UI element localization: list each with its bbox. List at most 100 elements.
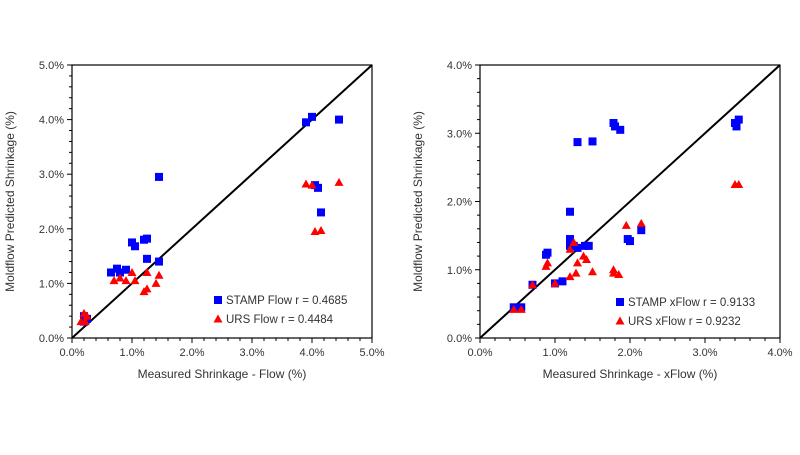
data-point [550,278,560,287]
data-point [566,235,574,244]
legend-label: URS xFlow r = 0.9232 [628,316,741,328]
data-point [302,118,310,127]
data-point [588,137,597,146]
data-point [121,276,131,285]
data-point [528,280,537,289]
data-point [155,172,163,181]
series-urs [509,179,744,313]
data-point [734,179,744,188]
data-point [584,241,593,250]
x-tick-label: 2.0% [179,347,204,359]
data-point [611,122,619,131]
data-point [314,183,322,192]
data-point [621,220,631,229]
data-point [571,268,581,277]
data-point [636,218,646,227]
data-point [637,226,646,235]
legend-marker [214,296,222,304]
y-tick-label: 0.0% [447,333,472,345]
x-tick-label: 0.0% [467,347,492,359]
y-tick-label: 3.0% [39,169,64,181]
data-point [334,177,344,186]
data-point [82,311,92,320]
data-point [565,244,575,253]
data-point [566,207,574,216]
data-point [116,268,124,277]
data-point [155,257,163,266]
series-stamp [509,115,743,312]
legend-marker [616,298,624,306]
legend-marker [615,316,625,325]
y-tick-label: 3.0% [447,128,472,140]
data-point [142,267,152,276]
data-point [626,237,634,246]
data-point [80,317,90,326]
data-point [543,258,552,267]
data-point [143,234,151,243]
chart-2: 0.0% 1.0% 2.0% 3.0% 4.0% 0.0% 1.0% 2.0% 3.0% 4.0%… [411,60,793,381]
data-point [616,125,625,134]
x-tick-label: 0.0% [59,347,84,359]
x-axis-label: Measured Shrinkage - Flow (%) [138,367,307,381]
x-tick-label: 2.0% [617,347,642,359]
data-point [335,115,343,124]
x-tick-label: 5.0% [359,347,384,359]
x-tick-label: 4.0% [767,347,792,359]
data-point [588,267,597,276]
plot-frame [71,64,373,339]
data-point [130,276,140,285]
data-point [308,112,316,121]
data-point [317,208,325,217]
x-tick-label: 3.0% [239,347,264,359]
y-axis-label: Moldflow Predicted Shrinkage (%) [411,111,425,292]
legend-label: URS Flow r = 0.4484 [226,314,334,326]
data-point [558,277,567,286]
y-tick-label: 2.0% [447,197,472,209]
data-point [734,115,743,124]
reference-line [480,65,780,338]
data-point [543,248,552,257]
y-tick-label: 4.0% [39,115,64,127]
data-point [142,284,152,293]
reference-line [72,65,372,338]
data-point [131,242,139,251]
legend-marker [213,314,223,323]
data-point [509,304,519,313]
x-tick-label: 4.0% [299,347,324,359]
data-point [115,273,125,282]
y-tick-label: 1.0% [39,278,64,290]
data-point [609,268,618,277]
data-point [573,243,582,252]
data-point [565,272,575,281]
data-point [569,237,579,246]
y-axis-label: Moldflow Predicted Shrinkage (%) [3,111,17,292]
series-stamp [80,112,343,326]
data-point [573,258,582,267]
y-tick-label: 0.0% [39,333,64,345]
y-tick-label: 4.0% [447,60,472,72]
data-point [127,267,137,276]
data-point [154,270,164,279]
x-axis-label: Measured Shrinkage - xFlow (%) [543,367,718,381]
data-point [316,225,326,234]
data-point [307,180,317,189]
chart-1: 0.0% 1.0% 2.0% 3.0% 4.0% 5.0% 0.0% 1.0% 2.0% 3.0%… [3,60,385,381]
data-point [732,122,741,131]
data-point [573,138,582,147]
data-point [122,265,130,274]
data-point [614,270,624,279]
x-tick-label: 3.0% [692,347,717,359]
data-point [143,254,151,263]
x-tick-label: 1.0% [542,347,567,359]
data-point [107,268,115,277]
legend-label: STAMP Flow r = 0.4685 [226,295,347,307]
y-tick-label: 2.0% [39,224,64,236]
data-point [301,179,311,188]
series-urs [76,177,344,326]
data-point [109,276,119,285]
data-point [151,278,161,287]
y-tick-label: 1.0% [447,265,472,277]
y-tick-label: 5.0% [39,60,64,72]
legend-label: STAMP xFlow r = 0.9133 [628,297,755,309]
